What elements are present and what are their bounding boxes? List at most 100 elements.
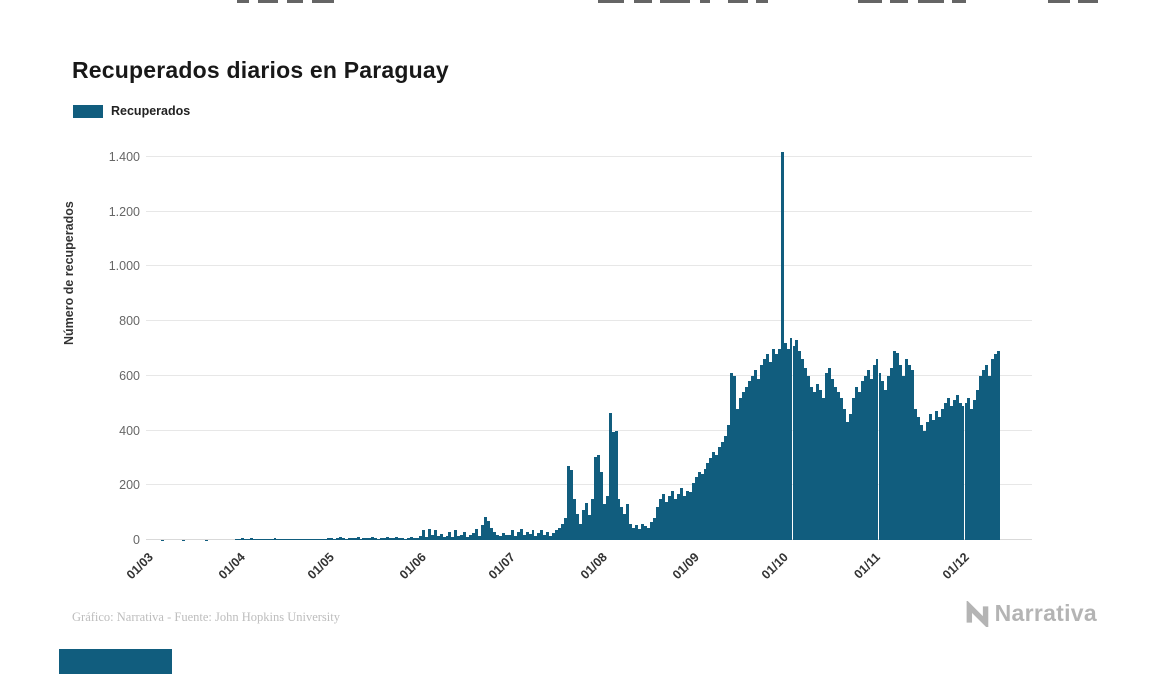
bar [644, 526, 648, 540]
x-tick-label-01-05: 01/05 [304, 550, 337, 583]
bar [294, 538, 298, 540]
bar [273, 538, 277, 540]
x-tick-label-01-12: 01/12 [939, 550, 972, 583]
bar [985, 364, 989, 540]
bar [584, 503, 588, 540]
bar [252, 538, 256, 540]
x-tick-label-01-03: 01/03 [123, 550, 156, 583]
bar [412, 538, 416, 540]
bar [697, 471, 701, 540]
bar [682, 496, 686, 540]
bar [813, 392, 817, 540]
bar [507, 534, 511, 540]
bar [323, 538, 327, 540]
bar [433, 530, 437, 540]
bar [478, 535, 482, 540]
bar [543, 534, 547, 540]
bar [884, 389, 888, 540]
bar [409, 537, 413, 540]
bar [854, 386, 858, 540]
bar [946, 397, 950, 540]
bar [952, 400, 956, 540]
bar [866, 370, 870, 540]
bar [522, 535, 526, 540]
bar [667, 496, 671, 540]
bar [587, 515, 591, 540]
bar [943, 403, 947, 540]
bar [825, 373, 829, 540]
bar [350, 538, 354, 540]
bar [401, 537, 404, 540]
bar [602, 504, 606, 540]
bar [715, 455, 719, 540]
bar [679, 488, 683, 540]
bar [501, 533, 505, 540]
bar [537, 533, 541, 540]
bar [291, 539, 295, 540]
bar [759, 364, 763, 540]
bar [383, 538, 387, 540]
legend-swatch-recuperados [73, 104, 103, 118]
bar [552, 533, 556, 540]
bar [590, 498, 594, 540]
bar [258, 538, 262, 540]
bar [997, 351, 1001, 540]
bar [567, 466, 571, 540]
brand-text: Narrativa [994, 600, 1097, 626]
bar [525, 531, 529, 540]
bar [596, 455, 600, 540]
bar [733, 375, 737, 540]
bar [890, 367, 894, 540]
y-tick-label: 1.200 [108, 204, 140, 219]
bar [688, 492, 692, 540]
bar [341, 538, 345, 540]
bar [792, 345, 796, 540]
bar [608, 412, 612, 540]
bar [439, 533, 443, 540]
bar [670, 490, 674, 540]
bar [742, 392, 746, 540]
bar [338, 536, 342, 540]
bar [371, 537, 375, 540]
bar [335, 537, 339, 540]
bar [848, 414, 852, 540]
bar [905, 359, 909, 540]
bar [724, 436, 728, 540]
bar [718, 447, 722, 540]
bar [309, 539, 313, 540]
bar [694, 477, 698, 540]
bar [893, 351, 897, 540]
bar [445, 535, 449, 540]
bar [914, 408, 918, 540]
top-edge-artifact [312, 0, 334, 3]
bottom-left-accent-bar [59, 649, 172, 674]
bar [267, 539, 271, 540]
bar [958, 403, 962, 540]
bar [979, 375, 983, 540]
gridline-1000 [146, 265, 1032, 267]
source-credit: Gráfico: Narrativa - Fuente: John Hopkin… [72, 610, 340, 624]
bar [359, 538, 363, 540]
bar [406, 537, 410, 540]
bar [685, 490, 689, 540]
bar [237, 539, 241, 540]
bar [611, 431, 615, 540]
legend-label: Recuperados [111, 104, 191, 118]
bar [424, 536, 428, 540]
bar [836, 392, 840, 540]
bar [285, 539, 289, 540]
bar [819, 389, 823, 540]
bar [389, 538, 393, 540]
bar [664, 501, 668, 540]
top-edge-artifact [700, 0, 710, 3]
bar [593, 456, 597, 540]
bar [418, 535, 422, 540]
bar [249, 538, 253, 540]
bar [970, 408, 974, 540]
bar [638, 529, 642, 540]
bar [490, 527, 493, 540]
bar [377, 538, 381, 540]
bar [662, 493, 665, 540]
bar [312, 539, 316, 540]
top-edge-artifact [918, 0, 944, 3]
